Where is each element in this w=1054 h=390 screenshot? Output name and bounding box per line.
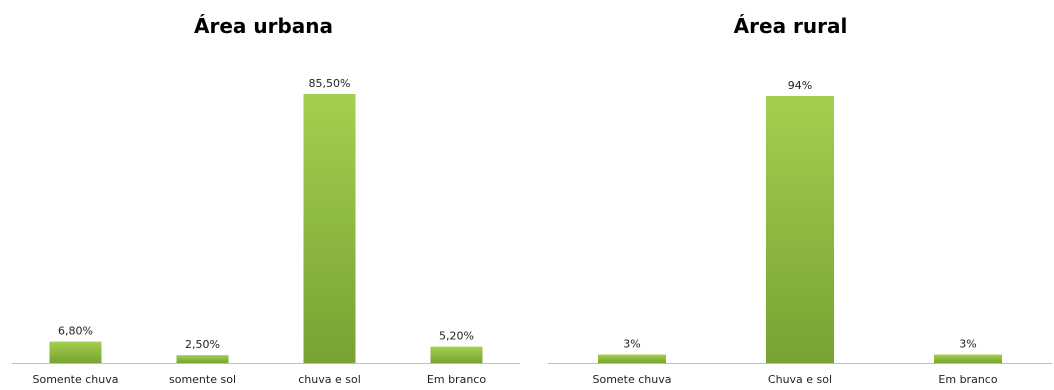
- chart-title-urban: Área urbana: [193, 14, 333, 38]
- category-label-urban-2: chuva e sol: [298, 373, 361, 386]
- chart-rural: 3% Somete chuva 94% Chuva e sol 3% Em branco: [548, 79, 1052, 386]
- bar-rural-0: [598, 354, 666, 363]
- category-label-urban-3: Em branco: [427, 373, 486, 386]
- category-label-rural-2: Em branco: [938, 373, 997, 386]
- data-label-rural-2: 3%: [959, 337, 976, 350]
- bar-rural-2: [934, 354, 1002, 363]
- data-label-urban-0: 6,80%: [58, 325, 93, 338]
- category-label-rural-0: Somete chuva: [592, 373, 671, 386]
- category-label-urban-1: somente sol: [169, 373, 236, 386]
- bar-rural-1: [766, 96, 834, 363]
- category-label-urban-0: Somente chuva: [33, 373, 119, 386]
- data-label-urban-3: 5,20%: [439, 330, 474, 343]
- chart-urban: 6,80% Somente chuva 2,50% somente sol 85,50%…: [12, 77, 520, 386]
- bar-urban-2: [303, 94, 356, 363]
- category-label-rural-1: Chuva e sol: [768, 373, 832, 386]
- bar-urban-0: [49, 341, 102, 363]
- data-label-rural-0: 3%: [623, 337, 640, 350]
- bar-urban-1: [176, 355, 229, 363]
- bar-urban-3: [430, 346, 483, 363]
- data-label-rural-1: 94%: [788, 79, 812, 92]
- chart-title-rural: Área rural: [733, 14, 848, 38]
- data-label-urban-2: 85,50%: [309, 77, 351, 90]
- data-label-urban-1: 2,50%: [185, 338, 220, 351]
